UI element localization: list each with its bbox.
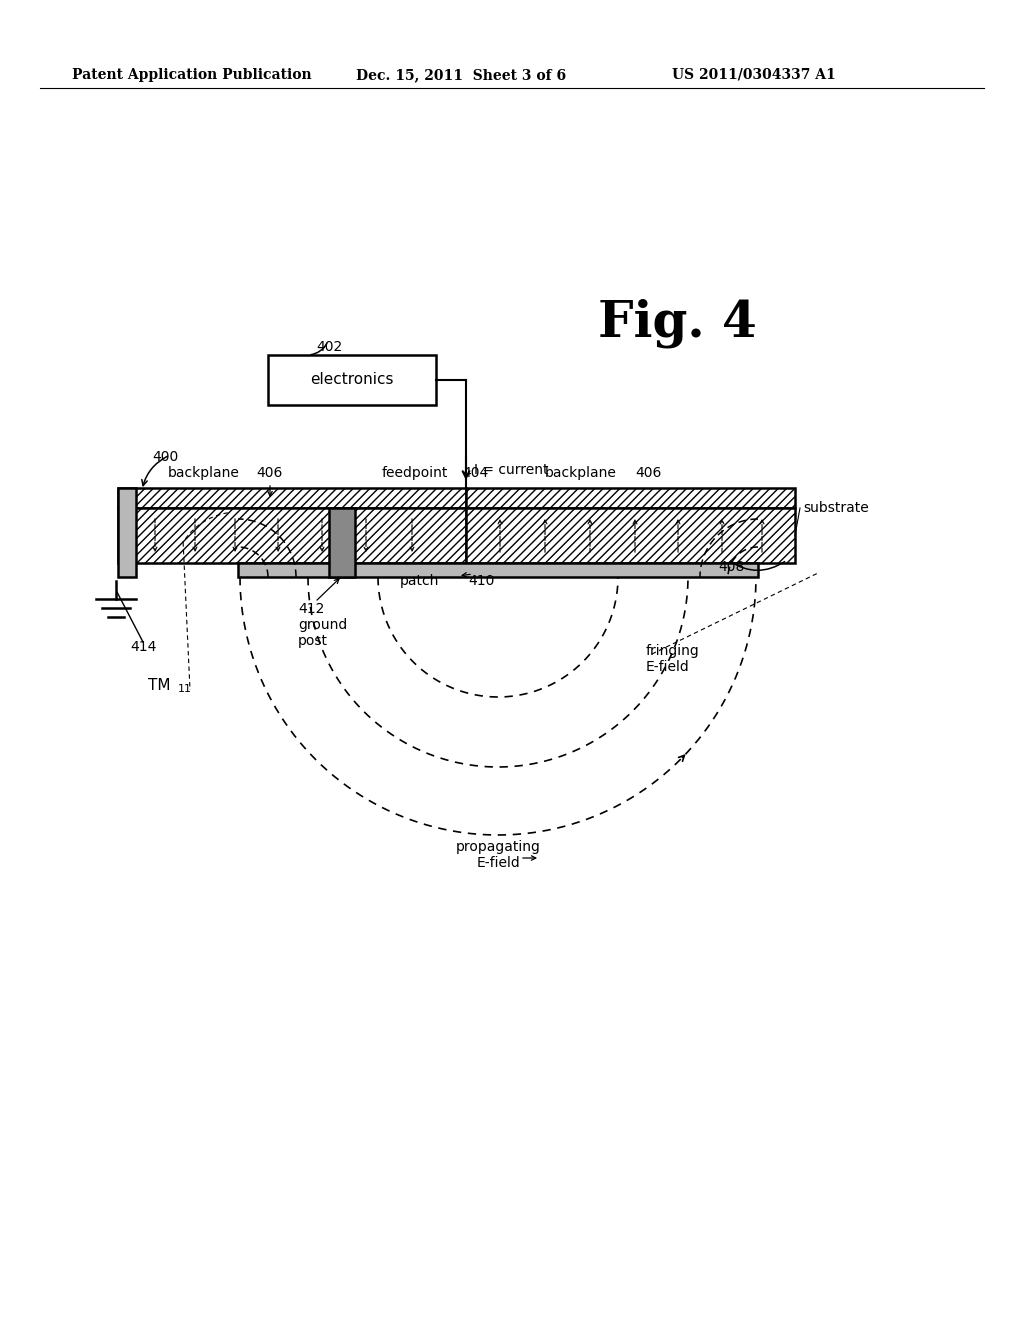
Text: Dec. 15, 2011  Sheet 3 of 6: Dec. 15, 2011 Sheet 3 of 6 — [356, 69, 566, 82]
Bar — [238, 564, 758, 577]
Text: US 2011/0304337 A1: US 2011/0304337 A1 — [672, 69, 836, 82]
Text: 410: 410 — [468, 574, 495, 587]
Bar — [268, 355, 436, 405]
Text: 402: 402 — [316, 341, 342, 354]
Text: fringing: fringing — [646, 644, 699, 657]
Text: backplane: backplane — [168, 466, 240, 480]
Text: 404: 404 — [462, 466, 488, 480]
Text: electronics: electronics — [310, 372, 394, 388]
Text: 406: 406 — [256, 466, 283, 480]
Text: 412: 412 — [298, 602, 325, 616]
Text: E-field: E-field — [476, 855, 520, 870]
Text: patch: patch — [400, 574, 439, 587]
Text: feedpoint: feedpoint — [382, 466, 449, 480]
Text: propagating: propagating — [456, 840, 541, 854]
Bar — [329, 508, 355, 577]
Text: post: post — [298, 634, 328, 648]
Text: Fig. 4: Fig. 4 — [598, 298, 757, 347]
Text: 400: 400 — [152, 450, 178, 465]
Text: 414: 414 — [130, 640, 157, 653]
Bar — [118, 508, 466, 564]
Text: backplane: backplane — [545, 466, 616, 480]
Bar — [118, 488, 136, 577]
Text: Patent Application Publication: Patent Application Publication — [72, 69, 311, 82]
Bar — [466, 508, 795, 564]
Text: 406: 406 — [635, 466, 662, 480]
Text: TM: TM — [148, 678, 171, 693]
Text: 11: 11 — [178, 684, 193, 694]
Text: 408: 408 — [718, 560, 744, 574]
Text: ground: ground — [298, 618, 347, 632]
Text: E-field: E-field — [646, 660, 690, 675]
Text: I = current: I = current — [474, 463, 549, 477]
Bar — [118, 488, 466, 508]
Text: substrate: substrate — [803, 502, 868, 515]
Bar — [466, 488, 795, 508]
